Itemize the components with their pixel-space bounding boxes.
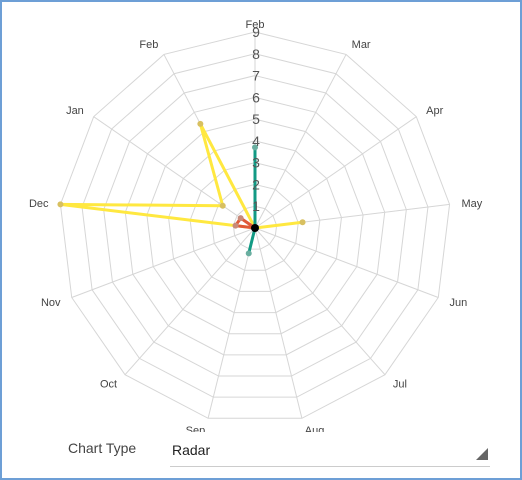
radial-tick-label: 7 bbox=[252, 68, 260, 84]
category-label: Jan bbox=[66, 105, 84, 117]
data-point[interactable] bbox=[57, 201, 64, 208]
data-point[interactable] bbox=[245, 250, 252, 257]
grid-spoke bbox=[254, 116, 417, 229]
category-label: Feb bbox=[139, 39, 158, 51]
chart-type-label: Chart Type bbox=[68, 440, 137, 456]
data-point[interactable] bbox=[219, 202, 226, 209]
category-label: Aug bbox=[305, 425, 325, 432]
data-point[interactable] bbox=[252, 144, 258, 151]
category-label: Sep bbox=[186, 425, 206, 432]
data-point[interactable] bbox=[237, 215, 244, 222]
category-label: Oct bbox=[100, 379, 117, 391]
grid-spoke bbox=[71, 227, 256, 298]
grid-ring bbox=[103, 75, 407, 377]
grid bbox=[59, 31, 451, 419]
grid-spoke bbox=[254, 227, 439, 298]
category-label: Feb bbox=[246, 19, 265, 31]
chart-type-select[interactable]: Radar bbox=[170, 436, 490, 467]
radar-chart: 123456789FebMarAprMayJunJulAugSepOctNovD… bbox=[29, 19, 483, 432]
grid-ring bbox=[146, 118, 364, 335]
grid-ring bbox=[232, 205, 278, 250]
radial-tick-label: 9 bbox=[252, 24, 260, 40]
data-point[interactable] bbox=[299, 219, 306, 226]
grid-spoke bbox=[254, 227, 303, 419]
category-label: Mar bbox=[352, 39, 371, 51]
category-label: Dec bbox=[29, 198, 49, 210]
category-label: Apr bbox=[426, 105, 443, 117]
grid-spoke bbox=[254, 227, 386, 376]
grid-spoke bbox=[124, 227, 256, 376]
radial-tick-label: 5 bbox=[252, 111, 260, 127]
grid-spoke bbox=[207, 227, 256, 419]
grid-ring bbox=[59, 31, 451, 419]
grid-ring bbox=[124, 96, 386, 356]
grid-ring bbox=[168, 140, 342, 314]
radial-tick-label: 8 bbox=[252, 46, 260, 62]
radial-tick-label: 1 bbox=[252, 198, 260, 214]
series-layer bbox=[57, 120, 306, 257]
dropdown-arrow-icon[interactable] bbox=[476, 448, 488, 460]
chart-type-row: Chart Type Radar bbox=[2, 432, 520, 478]
series-line bbox=[234, 216, 257, 230]
grid-ring bbox=[189, 162, 321, 292]
category-label: May bbox=[461, 198, 482, 210]
radial-tick-label: 3 bbox=[252, 155, 260, 171]
radial-tick-label: 4 bbox=[252, 133, 260, 149]
category-label: Jun bbox=[449, 297, 467, 309]
grid-spoke bbox=[254, 54, 347, 229]
series-line bbox=[58, 122, 305, 230]
data-point[interactable] bbox=[197, 120, 204, 127]
radial-tick-label: 6 bbox=[252, 89, 260, 105]
chart-type-value: Radar bbox=[172, 442, 211, 458]
category-label: Jul bbox=[393, 379, 407, 391]
grid-spoke bbox=[93, 116, 256, 229]
data-point[interactable] bbox=[232, 222, 239, 229]
labels: 123456789FebMarAprMayJunJulAugSepOctNovD… bbox=[29, 19, 483, 432]
radial-tick-label: 2 bbox=[252, 176, 260, 192]
category-label: Nov bbox=[41, 297, 61, 309]
center-point bbox=[251, 224, 259, 232]
grid-ring bbox=[81, 53, 429, 398]
